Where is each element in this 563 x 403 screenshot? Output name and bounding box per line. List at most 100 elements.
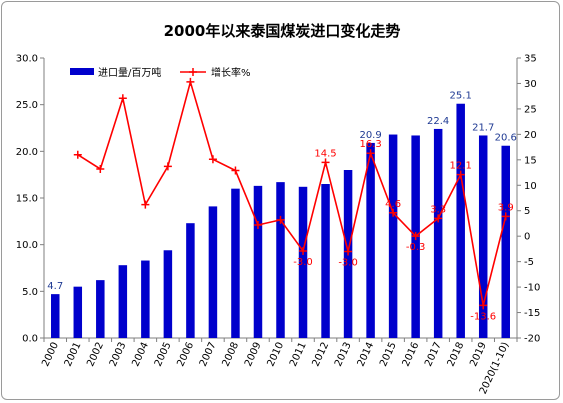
line-data-label: -13.6 (470, 311, 496, 322)
bar (51, 294, 60, 338)
y-left-tick-label: 25.0 (16, 100, 38, 111)
x-tick-label: 2008 (220, 341, 241, 369)
bar (186, 223, 195, 338)
y-right-tick-label: 5 (524, 206, 530, 217)
line-data-label: 4.6 (385, 199, 401, 210)
bar (141, 260, 150, 338)
y-right-tick-label: 35 (524, 54, 537, 65)
x-tick-label: 2003 (108, 341, 129, 369)
x-tick-label: 2010 (265, 341, 286, 369)
y-right-tick-label: -20 (524, 334, 540, 345)
line-point (321, 158, 330, 167)
x-tick-label: 2006 (175, 341, 196, 369)
x-tick-label: 2017 (423, 341, 444, 369)
bar (433, 128, 443, 338)
y-right-tick-label: 25 (524, 104, 537, 115)
x-tick-label: 2005 (153, 341, 174, 369)
line-point (276, 215, 285, 224)
bar (388, 134, 398, 338)
line-data-label: -3.0 (293, 257, 313, 268)
x-tick-label: 2001 (63, 341, 84, 369)
line-point (299, 246, 308, 255)
legend: 进口量/百万吨 增长率% (70, 66, 251, 79)
y-left-tick-label: 0.0 (22, 334, 38, 345)
line-point (186, 77, 195, 86)
bar-data-label: 21.7 (472, 122, 494, 133)
bar-data-label: 22.4 (427, 116, 449, 127)
bar (96, 280, 105, 338)
y-left-tick-label: 30.0 (16, 54, 38, 65)
line-point (163, 162, 172, 171)
line-data-label: 3.3 (430, 204, 446, 215)
line-point (73, 150, 82, 159)
data-labels: 4.7 20.9 22.4 25.1 21.720.6 14.5 -3.0 16.3 4.6 -0… (47, 91, 517, 323)
line-point (389, 208, 398, 217)
bar (366, 142, 375, 338)
line-point (434, 214, 443, 223)
bar (478, 135, 488, 338)
line-point (411, 232, 420, 241)
line-data-label: -0.3 (406, 242, 426, 253)
line-point (118, 94, 127, 103)
y-right-tick-label: -10 (524, 283, 540, 294)
y-left-tick-label: 20.0 (16, 147, 38, 158)
bar (231, 188, 240, 338)
bar (298, 186, 308, 338)
bar (163, 250, 173, 338)
bar (253, 185, 263, 338)
y-right-tick-label: 10 (524, 181, 537, 192)
line-point (231, 166, 240, 175)
chart-title: 2000年以来泰国煤炭进口变化走势 (164, 22, 401, 40)
bar-data-label: 20.9 (359, 130, 381, 141)
line-series (73, 77, 510, 310)
x-tick-label: 2009 (243, 341, 264, 369)
line-point (366, 149, 375, 158)
y-right-tick-label: 15 (524, 155, 537, 166)
legend-line-label: 增长率% (211, 66, 251, 79)
line-data-label: -3.0 (338, 257, 358, 268)
y-right-tick-label: -5 (524, 257, 534, 268)
bar-data-label: 4.7 (47, 281, 63, 292)
y-right-tick-label: 20 (524, 130, 537, 141)
bar-data-label: 20.6 (495, 133, 517, 144)
line-data-label: 16.3 (359, 139, 381, 150)
y-right-tick-label: 0 (524, 232, 530, 243)
y-right-tick-label: 30 (524, 79, 537, 90)
y-left-tick-label: 10.0 (16, 240, 38, 251)
legend-line-marker (189, 68, 197, 76)
x-tick-label: 2002 (85, 341, 106, 369)
y-left-tick-label: 5.0 (22, 287, 38, 298)
line-point (344, 247, 353, 256)
bar (321, 184, 330, 338)
legend-bar-swatch (70, 68, 94, 75)
x-tick-label: 2000 (40, 341, 61, 369)
x-tick-label: 2015 (378, 341, 399, 369)
line-point (141, 200, 150, 209)
bar (208, 206, 218, 338)
bar (73, 286, 83, 338)
x-tick-label: 2004 (130, 341, 151, 369)
bar (501, 145, 510, 338)
line-point (456, 170, 465, 179)
x-tick-label: 2011 (288, 341, 309, 369)
x-tick-label: 2013 (333, 341, 354, 369)
bar-data-label: 25.1 (450, 91, 472, 102)
line-point (479, 301, 488, 310)
line-point (208, 155, 217, 164)
line-point (96, 164, 105, 173)
y-left-tick-label: 15.0 (16, 194, 38, 205)
line-data-label: 3.9 (498, 202, 514, 213)
line-point (501, 212, 510, 221)
growth-line (77, 78, 507, 306)
x-tick-label: 2016 (401, 341, 422, 369)
bar (276, 182, 285, 338)
line-point (253, 220, 262, 229)
x-tick-label: 2018 (446, 341, 467, 369)
legend-bar-label: 进口量/百万吨 (98, 66, 161, 79)
x-tick-label: 2014 (356, 341, 377, 369)
x-tick-label: 2019 (468, 341, 489, 369)
line-data-label: 14.5 (314, 148, 336, 159)
line-data-label: 12.1 (450, 161, 472, 172)
bar (456, 103, 465, 338)
